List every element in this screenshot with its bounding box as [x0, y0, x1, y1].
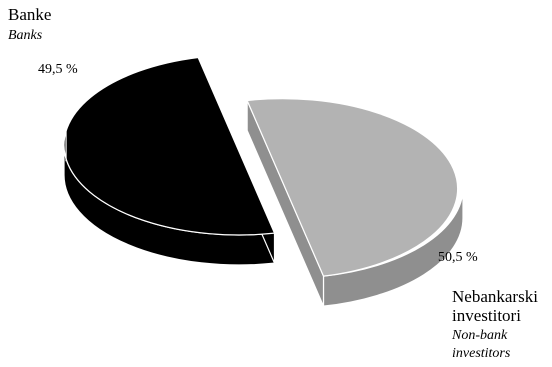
- slice-sublabel-banks: Banks: [8, 28, 43, 43]
- pie-slice-top: [63, 56, 276, 236]
- slice-label-banks: Banke: [8, 5, 52, 24]
- slice-label-non-bank-line-1: Nebankarski: [452, 287, 538, 306]
- data-label-non-bank: 50,5 %: [438, 250, 478, 265]
- slice-label-non-bank-line-2: investitori: [452, 306, 521, 325]
- pie-slice-non-bank-investitors: [246, 98, 464, 307]
- pie-slice-banks: [63, 56, 276, 266]
- data-label-banks: 49,5 %: [38, 62, 78, 77]
- pie-slice-top: [246, 98, 459, 277]
- slice-sublabel-non-bank-line-1: Non-bank: [452, 328, 508, 343]
- slice-sublabel-non-bank-line-2: investitors: [452, 346, 511, 361]
